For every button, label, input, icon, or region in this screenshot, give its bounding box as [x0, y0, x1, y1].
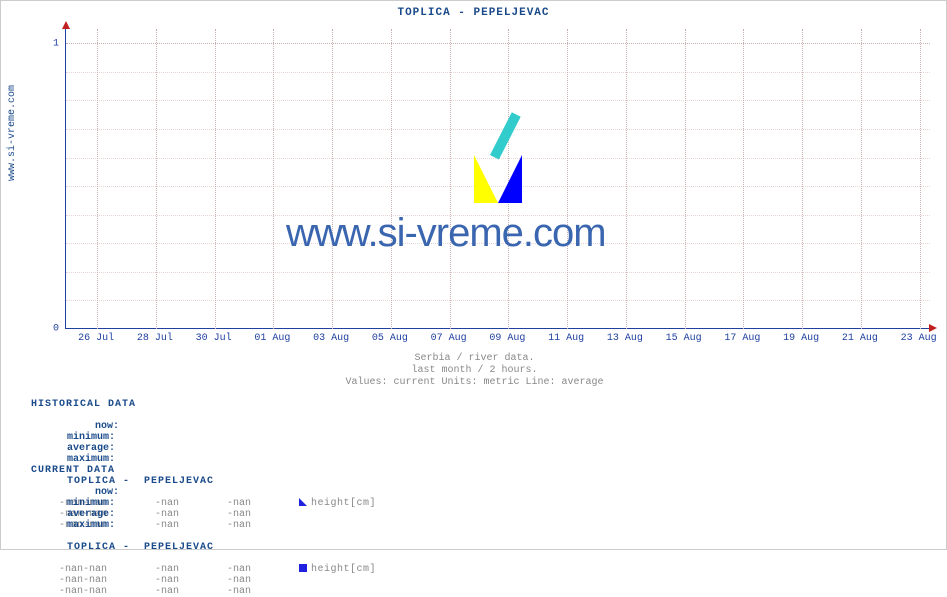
chart-container: TOPLICA - PEPELJEVAC www.si-vreme.com ww…: [0, 0, 947, 550]
plot-area: www.si-vreme.com: [65, 29, 929, 329]
current-data-section: CURRENT DATA now: minimum: average: maxi…: [31, 465, 376, 597]
chart-area: www.si-vreme.com 0 1 26 Jul28 Jul30 Jul0…: [65, 29, 929, 349]
x-tick-label: 26 Jul: [78, 333, 114, 344]
x-tick-label: 01 Aug: [254, 333, 290, 344]
cell-avg: -nan: [155, 586, 227, 597]
grid-major-v: [685, 29, 686, 329]
grid-major-v: [743, 29, 744, 329]
grid-minor-h: [66, 300, 930, 301]
x-tick-label: 21 Aug: [842, 333, 878, 344]
table-row: -nan-nan-nan-nan: [31, 575, 376, 586]
col-avg: average:: [67, 443, 139, 454]
cell-now: -nan: [31, 586, 83, 597]
cell-max: -nan: [227, 586, 299, 597]
x-tick-label: 13 Aug: [607, 333, 643, 344]
cell-now: -nan: [31, 575, 83, 586]
grid-major-v: [861, 29, 862, 329]
grid-major-v: [920, 29, 921, 329]
y-tick-label: 0: [39, 324, 59, 335]
grid-major-v: [567, 29, 568, 329]
cell-max: -nan: [227, 575, 299, 586]
historical-heading: HISTORICAL DATA: [31, 399, 376, 410]
x-tick-label: 11 Aug: [548, 333, 584, 344]
cell-now: -nan: [31, 564, 83, 575]
cell-min: -nan: [83, 575, 155, 586]
cell-avg: -nan: [155, 575, 227, 586]
x-tick-label: 23 Aug: [901, 333, 937, 344]
grid-major-v: [626, 29, 627, 329]
caption-line-3: Values: current Units: metric Line: aver…: [1, 377, 947, 388]
grid-major-v: [332, 29, 333, 329]
x-tick-label: 09 Aug: [489, 333, 525, 344]
current-heading: CURRENT DATA: [31, 465, 376, 476]
grid-major-v: [391, 29, 392, 329]
grid-minor-h: [66, 72, 930, 73]
grid-major-v: [273, 29, 274, 329]
table-row: -nan-nan-nan-nanheight[cm]: [31, 564, 376, 575]
caption-line-1: Serbia / river data.: [1, 353, 947, 364]
cell-max: -nan: [227, 564, 299, 575]
col-min: minimum:: [67, 498, 139, 509]
col-now: now:: [67, 421, 119, 432]
cell-avg: -nan: [155, 564, 227, 575]
grid-major-v: [97, 29, 98, 329]
col-max: maximum:: [67, 454, 139, 465]
col-min: minimum:: [67, 432, 139, 443]
grid-minor-h: [66, 100, 930, 101]
x-tick-label: 03 Aug: [313, 333, 349, 344]
watermark-text: www.si-vreme.com: [286, 211, 606, 256]
grid-major-h: [66, 43, 930, 44]
cell-min: -nan: [83, 586, 155, 597]
legend-marker-icon: [299, 564, 307, 572]
col-max: maximum:: [67, 520, 139, 531]
grid-major-v: [450, 29, 451, 329]
legend-unit-label: height[cm]: [311, 564, 376, 575]
chart-title: TOPLICA - PEPELJEVAC: [1, 1, 946, 19]
x-tick-label: 05 Aug: [372, 333, 408, 344]
x-tick-label: 15 Aug: [666, 333, 702, 344]
x-tick-label: 30 Jul: [196, 333, 232, 344]
grid-minor-h: [66, 129, 930, 130]
grid-minor-h: [66, 272, 930, 273]
y-axis-arrow-icon: [62, 21, 70, 29]
y-tick-label: 1: [39, 39, 59, 50]
grid-major-v: [215, 29, 216, 329]
cell-min: -nan: [83, 564, 155, 575]
grid-major-v: [156, 29, 157, 329]
col-avg: average:: [67, 509, 139, 520]
x-axis-arrow-icon: [929, 324, 937, 332]
x-tick-label: 17 Aug: [724, 333, 760, 344]
watermark-logo-icon: [474, 155, 522, 203]
x-tick-label: 19 Aug: [783, 333, 819, 344]
y-axis-side-label: www.si-vreme.com: [7, 85, 18, 181]
current-series-label: TOPLICA - PEPELJEVAC: [67, 542, 214, 553]
caption-line-2: last month / 2 hours.: [1, 365, 947, 376]
x-tick-label: 28 Jul: [137, 333, 173, 344]
current-column-headers: now: minimum: average: maximum: TOPLICA …: [31, 476, 376, 564]
grid-major-v: [802, 29, 803, 329]
table-row: -nan-nan-nan-nan: [31, 586, 376, 597]
x-tick-label: 07 Aug: [431, 333, 467, 344]
col-now: now:: [67, 487, 119, 498]
